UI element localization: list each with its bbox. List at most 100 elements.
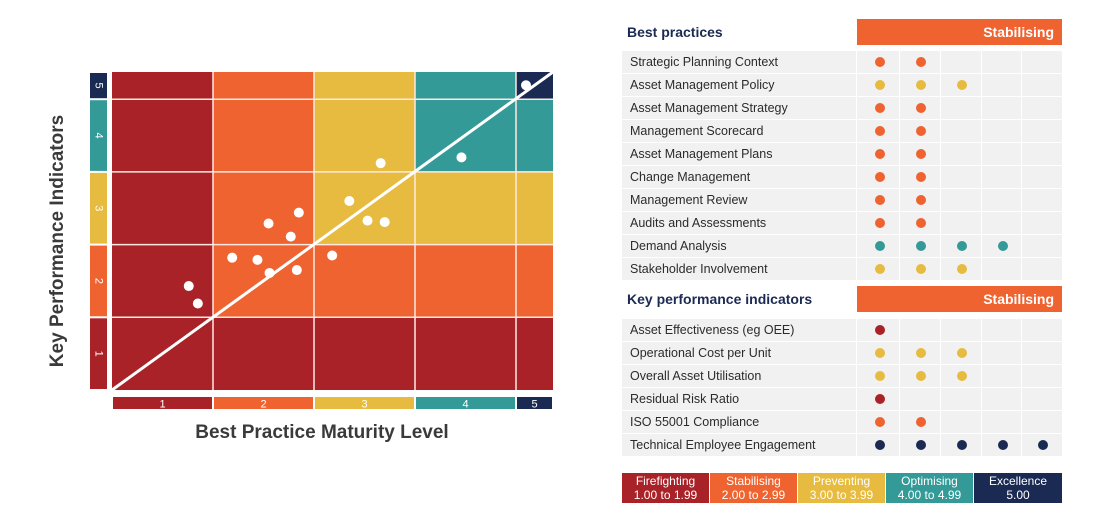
level-dot [916,348,926,358]
table-row: Asset Management Policy [622,74,1062,96]
scatter-point [344,195,355,206]
best-practices-title: Best practices [627,24,723,40]
row-label: Asset Management Strategy [622,97,856,119]
table-row: Management Scorecard [622,120,1062,142]
table-row: Residual Risk Ratio [622,388,1062,410]
level-cell [1022,51,1062,73]
level-cell [941,388,981,410]
level-cell [982,258,1021,280]
y-tick-label: 1 [93,351,105,357]
level-dot [875,80,885,90]
level-dot [875,264,885,274]
level-dot [916,241,926,251]
legend-level-name: Firefighting [635,474,696,488]
best-practices-level-band: Stabilising [857,19,1062,45]
scatter-point [252,254,263,265]
level-dot [875,172,885,182]
level-cell [1022,258,1062,280]
legend-level-range: 1.00 to 1.99 [633,488,698,502]
level-cell [1022,212,1062,234]
table-row: Asset Effectiveness (eg OEE) [622,319,1062,341]
level-cell [982,411,1021,433]
gridlines [112,72,553,390]
level-cell [1022,342,1062,364]
x-tick-label: 3 [361,399,367,411]
legend-item-optimising: Optimising 4.00 to 4.99 [886,473,973,503]
best-practices-header: Best practices Stabilising [622,19,1062,45]
y-axis-level-bands: 1 2 3 4 5 [90,73,107,389]
level-dot [957,264,967,274]
level-dot [875,440,885,450]
scatter-point [521,80,531,91]
heatmap-cell [516,244,553,318]
heatmap-cell [314,99,415,172]
level-dot [916,149,926,159]
legend-level-name: Stabilising [726,474,781,488]
level-dot [998,241,1008,251]
level-cell [900,74,940,96]
row-label: Asset Management Policy [622,74,856,96]
legend-level-range: 4.00 to 4.99 [897,488,962,502]
legend-item-stabilising: Stabilising 2.00 to 2.99 [710,473,797,503]
table-row: Stakeholder Involvement [622,258,1062,280]
x-band-level-5 [517,397,552,409]
level-cell [941,143,981,165]
legend-item-excellence: Excellence 5.00 [974,473,1062,503]
legend-level-range: 3.00 to 3.99 [809,488,874,502]
x-tick-label: 2 [260,399,266,411]
legend-item-preventing: Preventing 3.00 to 3.99 [798,473,885,503]
level-dot [916,264,926,274]
x-axis-level-bands: 1 2 3 4 5 [113,397,552,411]
maturity-scatter-chart: 1 2 3 4 5 1 2 3 4 5 [90,70,554,411]
kpi-title: Key performance indicators [627,291,813,307]
level-cell [857,258,899,280]
level-cell [900,143,940,165]
level-dot [998,440,1008,450]
level-cell [857,120,899,142]
level-cell [982,166,1021,188]
row-label: Change Management [622,166,856,188]
row-label: Asset Effectiveness (eg OEE) [622,319,856,341]
level-dot [957,241,967,251]
row-label: Management Review [622,189,856,211]
level-cell [941,258,981,280]
level-cell [982,97,1021,119]
level-cell [1022,235,1062,257]
row-label: Audits and Assessments [622,212,856,234]
level-cell [857,51,899,73]
table-row: Technical Employee Engagement [622,434,1062,456]
level-dot [875,348,885,358]
x-tick-label: 1 [159,399,165,411]
level-cell [900,319,940,341]
x-band-level-2 [214,397,313,409]
heatmap-cell [415,171,516,245]
level-cell [941,319,981,341]
level-cell [900,189,940,211]
level-dot [875,149,885,159]
row-label: Management Scorecard [622,120,856,142]
level-cell [941,166,981,188]
level-cell [900,388,940,410]
heatmap-cell [112,99,213,172]
y-band-level-3 [90,172,107,244]
x-tick-label: 5 [531,399,537,411]
x-band-level-4 [416,397,515,409]
y-tick-label: 5 [93,83,105,89]
level-cell [900,258,940,280]
table-row: Audits and Assessments [622,212,1062,234]
level-dot [916,440,926,450]
table-row: Asset Management Plans [622,143,1062,165]
level-cell [1022,120,1062,142]
level-cell [982,319,1021,341]
row-label: Technical Employee Engagement [622,434,856,456]
scatter-point [375,158,386,169]
level-dot [875,126,885,136]
level-dot [1038,440,1048,450]
x-band-level-1 [113,397,212,409]
level-cell [857,189,899,211]
level-cell [1022,97,1062,119]
level-cell [1022,388,1062,410]
table-row: Management Review [622,189,1062,211]
table-row: Overall Asset Utilisation [622,365,1062,387]
scatter-point [291,265,302,276]
